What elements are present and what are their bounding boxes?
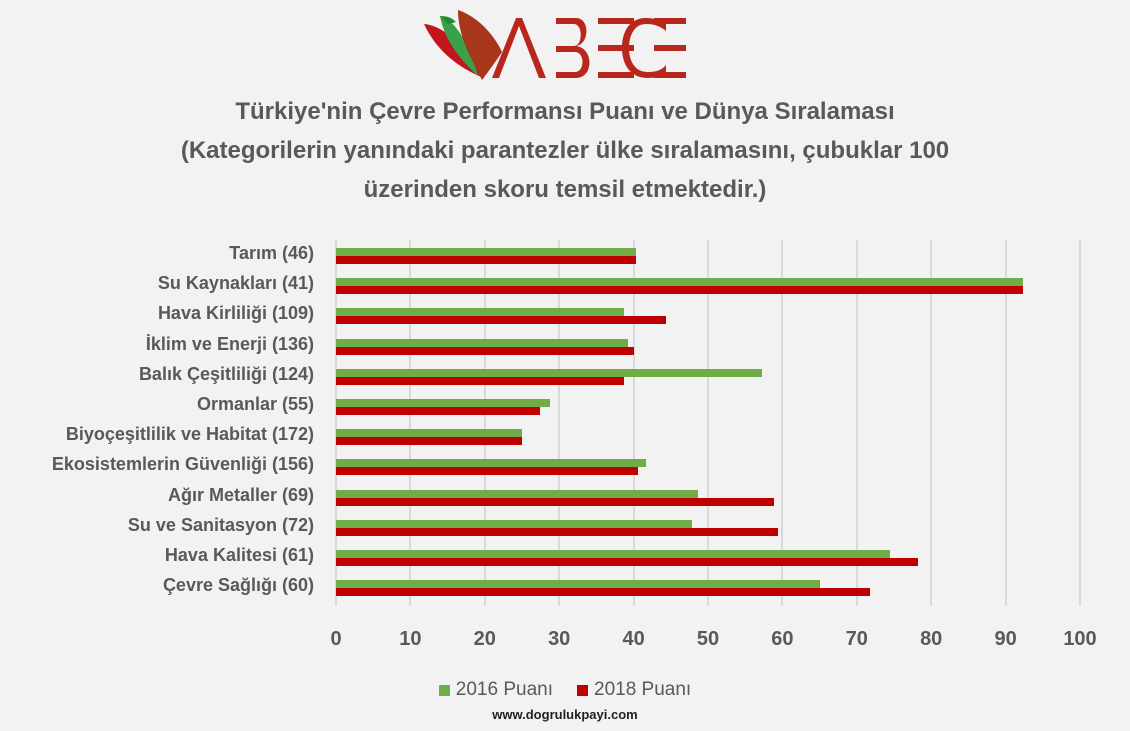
legend: 2016 Puanı 2018 Puanı xyxy=(0,679,1130,701)
bar-2016 xyxy=(336,580,821,589)
gridline xyxy=(930,240,933,606)
bar-2016 xyxy=(336,278,1024,287)
leaf-logo-icon xyxy=(424,10,686,80)
legend-item-2016: 2016 Puanı xyxy=(438,679,553,701)
bar-group xyxy=(336,241,1080,271)
bar-2016 xyxy=(336,489,699,498)
bar-group xyxy=(336,362,1080,392)
bar-2018 xyxy=(336,376,624,385)
chart-title-line-1: Türkiye'nin Çevre Performansı Puanı ve D… xyxy=(235,98,895,125)
x-tick-label: 10 xyxy=(399,628,422,650)
bar-2018 xyxy=(336,286,1024,295)
x-tick-label: 60 xyxy=(771,628,794,650)
bar-2016 xyxy=(336,368,762,377)
category-label: Su ve Sanitasyon (72) xyxy=(127,514,314,535)
gridline xyxy=(781,240,784,606)
chart-title-line-2: (Kategorilerin yanındaki parantezler ülk… xyxy=(180,137,950,164)
x-tick-label: 20 xyxy=(473,628,496,650)
chart-title-line-3: üzerinden skoru temsil etmektedir.) xyxy=(363,176,767,203)
source-url: www.dogrulukpayi.com xyxy=(492,707,638,722)
bar-group xyxy=(336,513,1080,543)
gridline xyxy=(483,240,486,606)
x-tick-label: 80 xyxy=(920,628,943,650)
bar-2018 xyxy=(336,346,635,355)
bar-2018 xyxy=(336,256,636,264)
x-tick-label: 100 xyxy=(1063,628,1097,650)
gridline xyxy=(1004,240,1007,606)
bar-2016 xyxy=(336,459,647,468)
bar-2016 xyxy=(336,550,891,558)
gridline xyxy=(855,240,858,606)
abece-logo xyxy=(418,6,688,84)
gridline xyxy=(632,240,635,606)
category-label: Çevre Sağlığı (60) xyxy=(162,575,314,596)
x-tick-label: 40 xyxy=(622,628,645,650)
category-label: Tarım (46) xyxy=(229,243,314,263)
bar-group xyxy=(336,301,1080,331)
category-label: Balık Çeşitliliği (124) xyxy=(138,363,314,384)
x-tick-label: 90 xyxy=(994,628,1017,650)
gridline xyxy=(409,240,412,606)
category-label: Su Kaynakları (41) xyxy=(157,273,314,294)
chart-title: Türkiye'nin Çevre Performansı Puanı ve D… xyxy=(0,92,1130,209)
legend-item-2018: 2018 Puanı xyxy=(577,679,691,701)
bar-group xyxy=(336,271,1080,301)
bar-2016 xyxy=(336,248,636,256)
bar-group xyxy=(336,332,1080,362)
plot-area xyxy=(335,240,1081,606)
bar-2018 xyxy=(336,497,775,506)
bar-2018 xyxy=(336,558,918,566)
bar-2018 xyxy=(336,407,540,415)
bar-2018 xyxy=(336,437,522,446)
bar-2016 xyxy=(336,519,692,528)
legend-swatch-2018 xyxy=(577,684,588,696)
gridline xyxy=(335,240,337,606)
bar-2016 xyxy=(336,399,551,407)
bar-2018 xyxy=(336,588,871,597)
category-label: Ekosistemlerin Güvenliği (156) xyxy=(51,454,314,475)
x-tick-label: 0 xyxy=(330,628,342,650)
bar-group xyxy=(336,543,1080,573)
category-label: Biyoçeşitlilik ve Habitat (172) xyxy=(65,424,314,445)
bar-group xyxy=(336,452,1080,482)
gridline xyxy=(558,240,561,606)
bar-2018 xyxy=(336,467,639,476)
bar-group xyxy=(336,573,1080,603)
category-label: Ormanlar (55) xyxy=(196,394,314,414)
bar-group xyxy=(336,392,1080,422)
x-tick-label: 30 xyxy=(548,628,571,650)
bar-group xyxy=(336,422,1080,452)
category-label: Hava Kirliliği (109) xyxy=(157,303,314,324)
x-tick-label: 70 xyxy=(845,628,868,650)
legend-label-2018: 2018 Puanı xyxy=(594,679,692,700)
bar-2016 xyxy=(336,338,628,347)
gridline xyxy=(1079,240,1081,606)
x-tick-label: 50 xyxy=(696,628,720,650)
bar-2016 xyxy=(336,429,522,438)
category-label: İklim ve Enerji (136) xyxy=(145,333,314,354)
bar-2016 xyxy=(336,308,624,317)
category-label: Ağır Metaller (69) xyxy=(167,484,314,505)
bar-group xyxy=(336,483,1080,513)
gridline xyxy=(707,240,709,606)
legend-label-2016: 2016 Puanı xyxy=(455,679,553,700)
bar-2018 xyxy=(336,316,667,325)
legend-swatch-2016 xyxy=(438,684,450,696)
category-label: Hava Kalitesi (61) xyxy=(164,545,314,565)
bar-2018 xyxy=(336,527,778,536)
